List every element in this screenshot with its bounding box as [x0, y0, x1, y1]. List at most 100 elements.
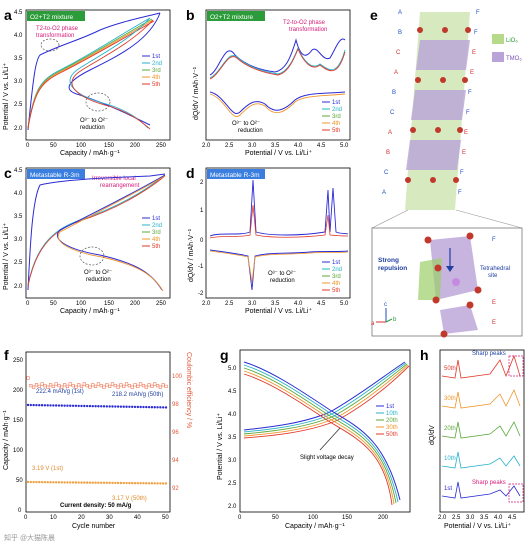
capacity-point — [54, 404, 58, 407]
annotation-reduction-1: O³⁻ to O²⁻ — [232, 121, 260, 127]
voltage-point — [26, 480, 30, 484]
dqdv-cycle-10 — [441, 451, 521, 469]
efficiency-point — [54, 382, 58, 386]
x-tick: 5.0 — [340, 143, 349, 149]
efficiency-point — [68, 382, 72, 386]
voltage-point — [66, 481, 69, 484]
panel-d: d Metastable R-3m O³⁻ to O²⁻ reduction 1… — [186, 165, 351, 315]
capacity-point — [133, 405, 137, 409]
tmo6-layer — [411, 90, 466, 120]
voltage-point — [97, 481, 100, 484]
layer-label: E — [464, 130, 468, 136]
efficiency-point — [99, 383, 103, 388]
panel-letter-d: d — [186, 165, 195, 181]
discharge-cycle-1 — [209, 91, 346, 115]
capacity-point — [116, 405, 120, 408]
efficiency-point — [51, 384, 55, 389]
y-tick: 3.5 — [228, 435, 237, 441]
efficiency-point — [127, 383, 131, 388]
x-tick: 50 — [162, 515, 169, 521]
voltage-point — [100, 481, 103, 484]
x-tick: 250 — [156, 301, 167, 307]
efficiency-point — [164, 384, 168, 389]
capacity-point — [105, 405, 109, 408]
x-tick: 250 — [156, 143, 167, 149]
capacity-point — [164, 406, 168, 409]
x-tick: 100 — [76, 301, 87, 307]
voltage-point — [139, 482, 142, 485]
inset-octahedron — [430, 236, 478, 300]
phase-badge — [27, 11, 85, 21]
y-tick: 2.0 — [228, 504, 237, 510]
discharge-cycle-4 — [209, 250, 349, 283]
phase-badge — [207, 169, 265, 179]
right-tick: 96 — [172, 430, 179, 436]
legend-item: 20th — [386, 418, 398, 424]
cycle-label: 50th — [444, 366, 456, 372]
capacity-point — [80, 404, 83, 408]
y-tick: 3.0 — [14, 79, 23, 85]
voltage-point — [32, 480, 35, 484]
capacity-point — [26, 403, 30, 407]
panel-letter-e: e — [370, 7, 378, 23]
panel-b: b O2+T2 mixture T2-to-O2 phase transform… — [186, 7, 351, 157]
strong-repulsion-label: Strong — [378, 257, 399, 264]
x-tick: 3.0 — [248, 143, 257, 149]
x-axis-label: Capacity / mAh·g⁻¹ — [60, 150, 120, 157]
y-axis-label: Potential / V vs. Li/Li⁺ — [2, 63, 10, 130]
voltage-point — [125, 481, 128, 485]
efficiency-point — [96, 382, 101, 386]
capacity-point — [94, 405, 97, 408]
voltage-point — [54, 481, 58, 484]
discharge-cycle-50 — [243, 373, 393, 506]
voltage-point — [102, 481, 106, 485]
layer-label: E — [462, 150, 466, 156]
panel-letter-b: b — [186, 7, 195, 23]
voltage-point — [29, 480, 33, 484]
layer-label: B — [392, 90, 396, 96]
right-tick: 100 — [172, 374, 183, 380]
efficiency-point — [133, 383, 137, 387]
legend-item: 2nd — [332, 107, 342, 113]
efficiency-point — [32, 385, 36, 389]
voltage-decay-label: Slight voltage decay — [300, 455, 354, 461]
layer-label: C — [384, 170, 389, 176]
x-tick: 5.0 — [340, 301, 349, 307]
inset-octahedron — [418, 258, 442, 300]
layer-label: A — [388, 130, 392, 136]
layer-label: C — [390, 110, 395, 116]
efficiency-point — [71, 383, 75, 388]
efficiency-point — [93, 384, 98, 389]
annotation-reduction-1: O³⁻ to O²⁻ — [80, 118, 108, 124]
tmo6-layer — [416, 40, 470, 70]
capacity-point — [66, 404, 69, 407]
axis-b — [385, 318, 393, 323]
phase-badge-text: Metastable R-3m — [210, 172, 260, 179]
annotation-rearrange-1: Irreversible local — [92, 176, 136, 182]
capacity-point — [156, 406, 159, 409]
layer-label: A — [394, 70, 398, 76]
legend-item: 1st — [386, 404, 394, 410]
voltage-point — [35, 480, 38, 484]
panel-g: g Slight voltage decay 1st 10th 20th 30t… — [216, 347, 411, 530]
efficiency-point — [130, 385, 134, 389]
dqdv-cycle-30 — [441, 389, 521, 409]
layer-label: B — [386, 150, 390, 156]
tmo6-swatch — [492, 52, 504, 62]
legend: 1st 2nd 3rd 4th 5th — [142, 216, 162, 250]
capacity-point — [150, 406, 154, 409]
capacity-point — [131, 405, 134, 409]
plot-frame — [439, 349, 525, 513]
y-tick: 100 — [13, 448, 24, 454]
highlight-circle — [40, 38, 60, 52]
capacity-point — [57, 404, 61, 407]
strong-repulsion-label: repulsion — [378, 265, 407, 272]
panel-f: f 222.4 mAh/g (1st) 218.2 mAh/g (50th) 3… — [3, 347, 192, 530]
panel-c: c Metastable R-3m Irreversible local rea… — [2, 165, 171, 315]
capacity-point — [49, 404, 52, 407]
curve-cycle-1 — [27, 12, 161, 131]
plot-frame — [239, 349, 411, 513]
plot-frame — [25, 167, 171, 299]
highlight-circle — [79, 246, 105, 266]
voltage-point — [60, 481, 63, 484]
